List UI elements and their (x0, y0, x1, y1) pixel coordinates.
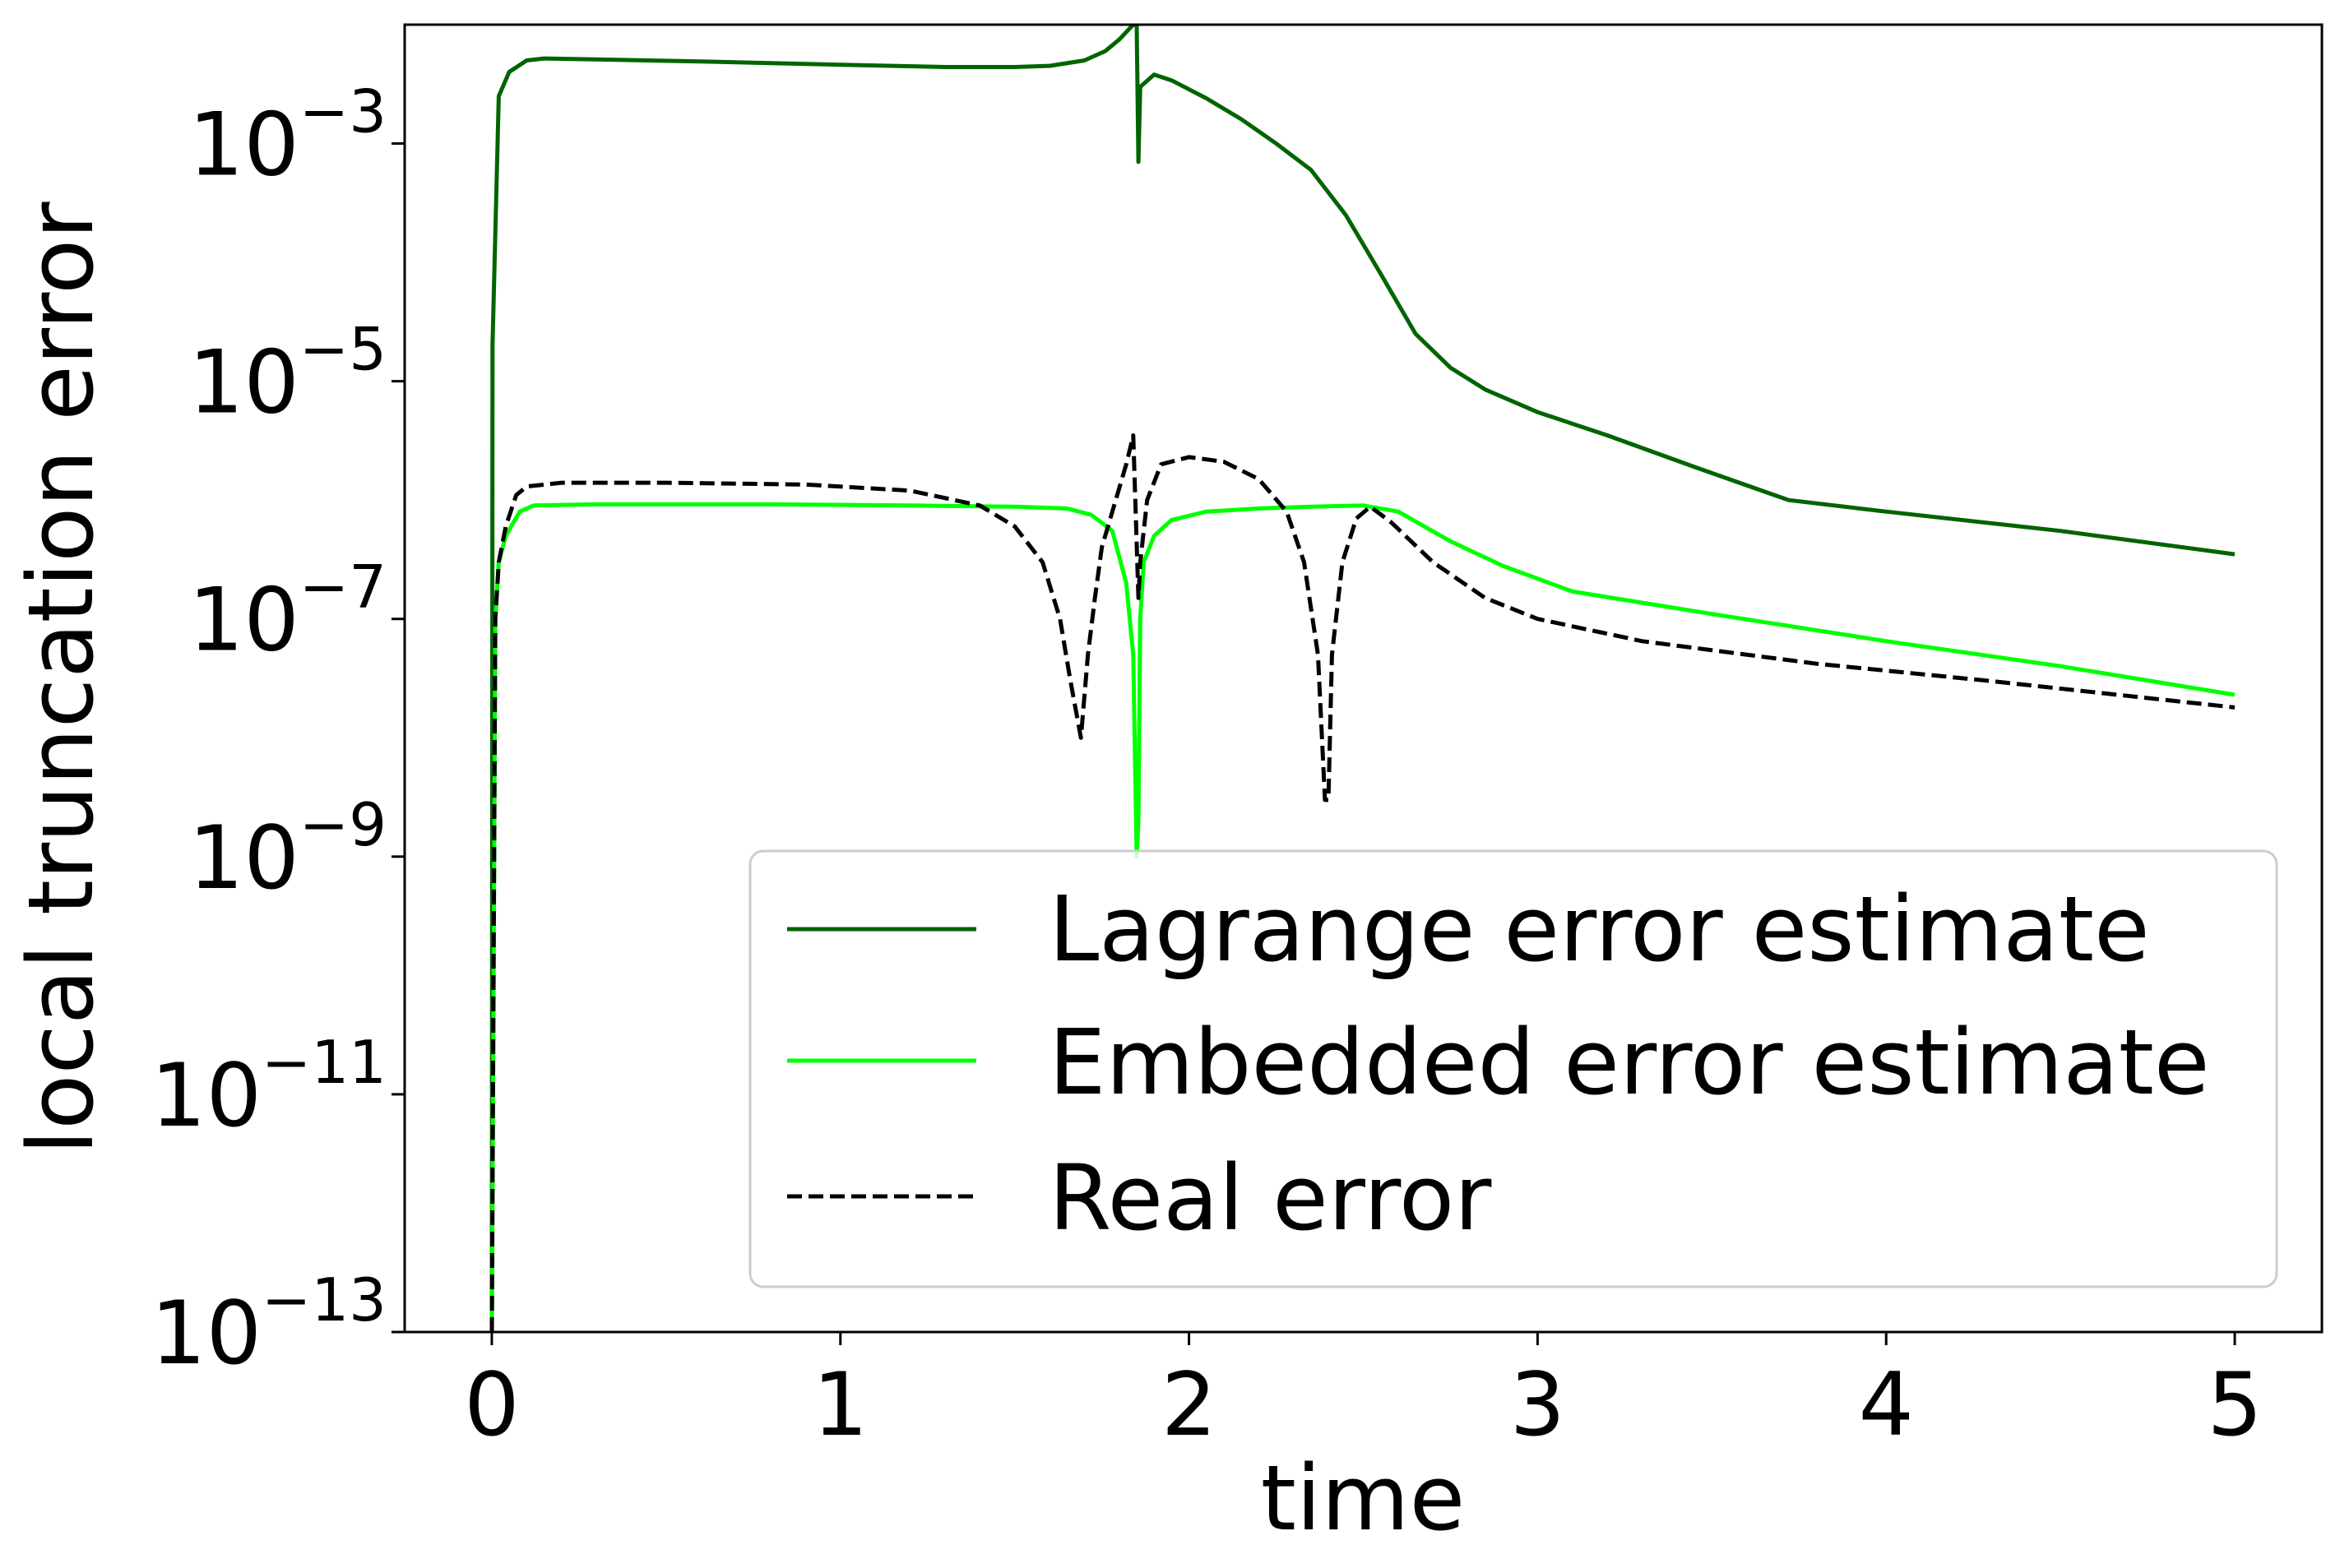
y-axis-label: local truncation error (8, 201, 114, 1155)
series-line-2 (489, 433, 2236, 1332)
legend-frame (748, 849, 2278, 1288)
y-tick-label: 10−9 (188, 790, 387, 909)
y-tick-label: 10−5 (188, 315, 387, 433)
y-tick-label: 10−13 (151, 1265, 387, 1384)
plot-frame (403, 23, 2324, 1334)
y-axis: 10−3 10−5 10−7 10−9 10−11 10−13 (151, 77, 405, 1384)
series-line-1 (489, 502, 2236, 1332)
series-layer (489, 25, 2236, 1332)
x-tick-label: 5 (2207, 1354, 2262, 1455)
legend-label-lagrange: Lagrange error estimate (1049, 877, 2150, 982)
y-tick-label: 10−3 (188, 77, 387, 196)
x-tick-label: 0 (464, 1354, 519, 1455)
y-tick-label: 10−7 (188, 553, 387, 671)
x-tick-label: 2 (1161, 1354, 1216, 1455)
x-tick-label: 4 (1859, 1354, 1914, 1455)
x-axis: 0 1 2 3 4 5 (464, 1332, 2263, 1455)
legend: Lagrange error estimate Embedded error e… (748, 849, 2278, 1288)
x-tick-label: 1 (813, 1354, 868, 1455)
y-tick-label: 10−11 (151, 1028, 387, 1146)
x-tick-label: 3 (1510, 1354, 1565, 1455)
x-axis-label: time (1261, 1445, 1466, 1551)
legend-label-real-error: Real error (1049, 1145, 1492, 1251)
legend-label-embedded: Embedded error estimate (1049, 1010, 2210, 1115)
series-line-0 (489, 25, 2236, 1332)
